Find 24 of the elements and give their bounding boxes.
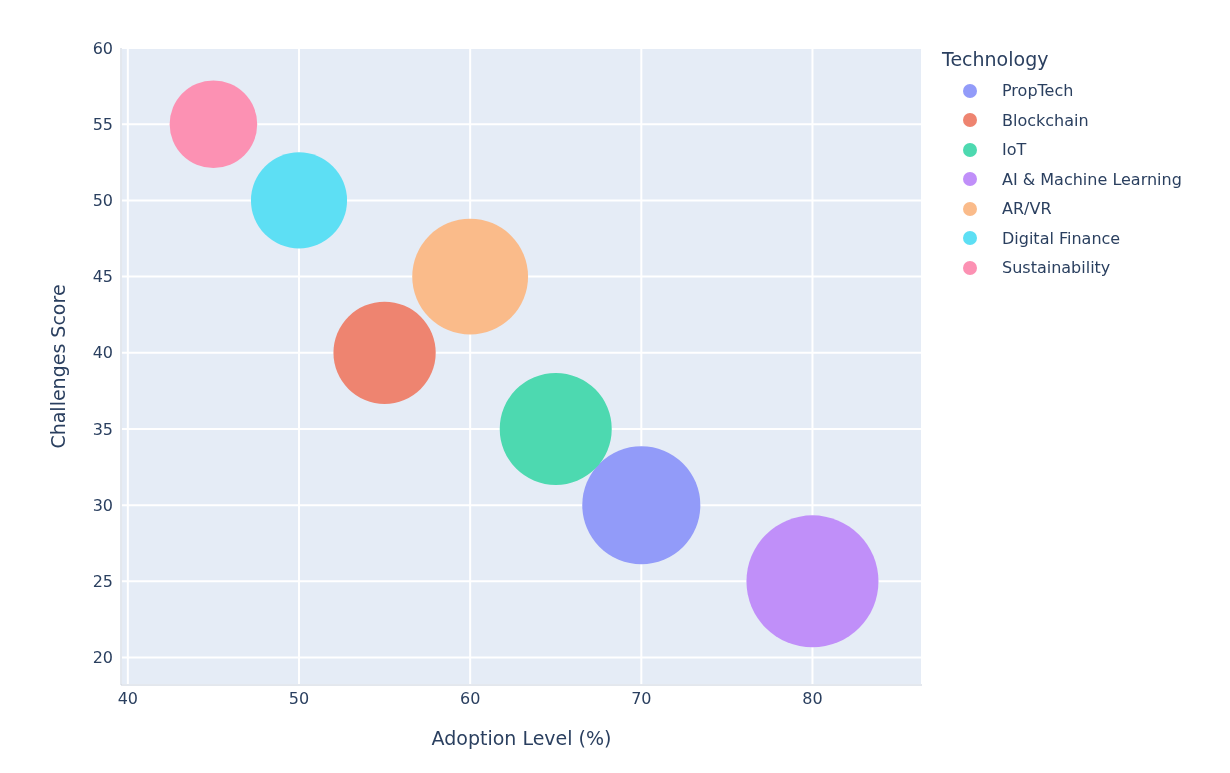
legend-label: Blockchain: [1002, 110, 1089, 130]
x-tick-label: 80: [802, 689, 823, 709]
x-axis-title: Adoption Level (%): [431, 727, 612, 749]
y-tick-label: 45: [92, 267, 113, 287]
y-tick-label: 35: [92, 419, 113, 439]
y-tick-label: 55: [92, 114, 113, 134]
y-tick-label: 50: [92, 191, 113, 211]
legend-label: AR/VR: [1002, 199, 1052, 219]
y-tick-label: 60: [92, 38, 113, 58]
legend-label: PropTech: [1002, 81, 1074, 101]
x-tick-label: 50: [288, 689, 310, 709]
legend-label: AI & Machine Learning: [1002, 169, 1182, 189]
legend-label: Digital Finance: [1002, 228, 1121, 248]
legend-label: Sustainability: [1002, 258, 1111, 278]
y-axis-title: Challenges Score: [46, 284, 69, 449]
y-tick-label: 30: [92, 495, 113, 515]
x-tick-label: 60: [459, 689, 481, 709]
y-tick-label: 25: [92, 572, 113, 592]
legend-title: Technology: [942, 48, 1050, 70]
x-tick-label: 40: [117, 689, 139, 709]
y-tick-label: 40: [92, 343, 113, 363]
legend-label: IoT: [1002, 140, 1027, 160]
x-tick-label: 70: [631, 689, 652, 709]
y-tick-label: 20: [92, 648, 113, 668]
